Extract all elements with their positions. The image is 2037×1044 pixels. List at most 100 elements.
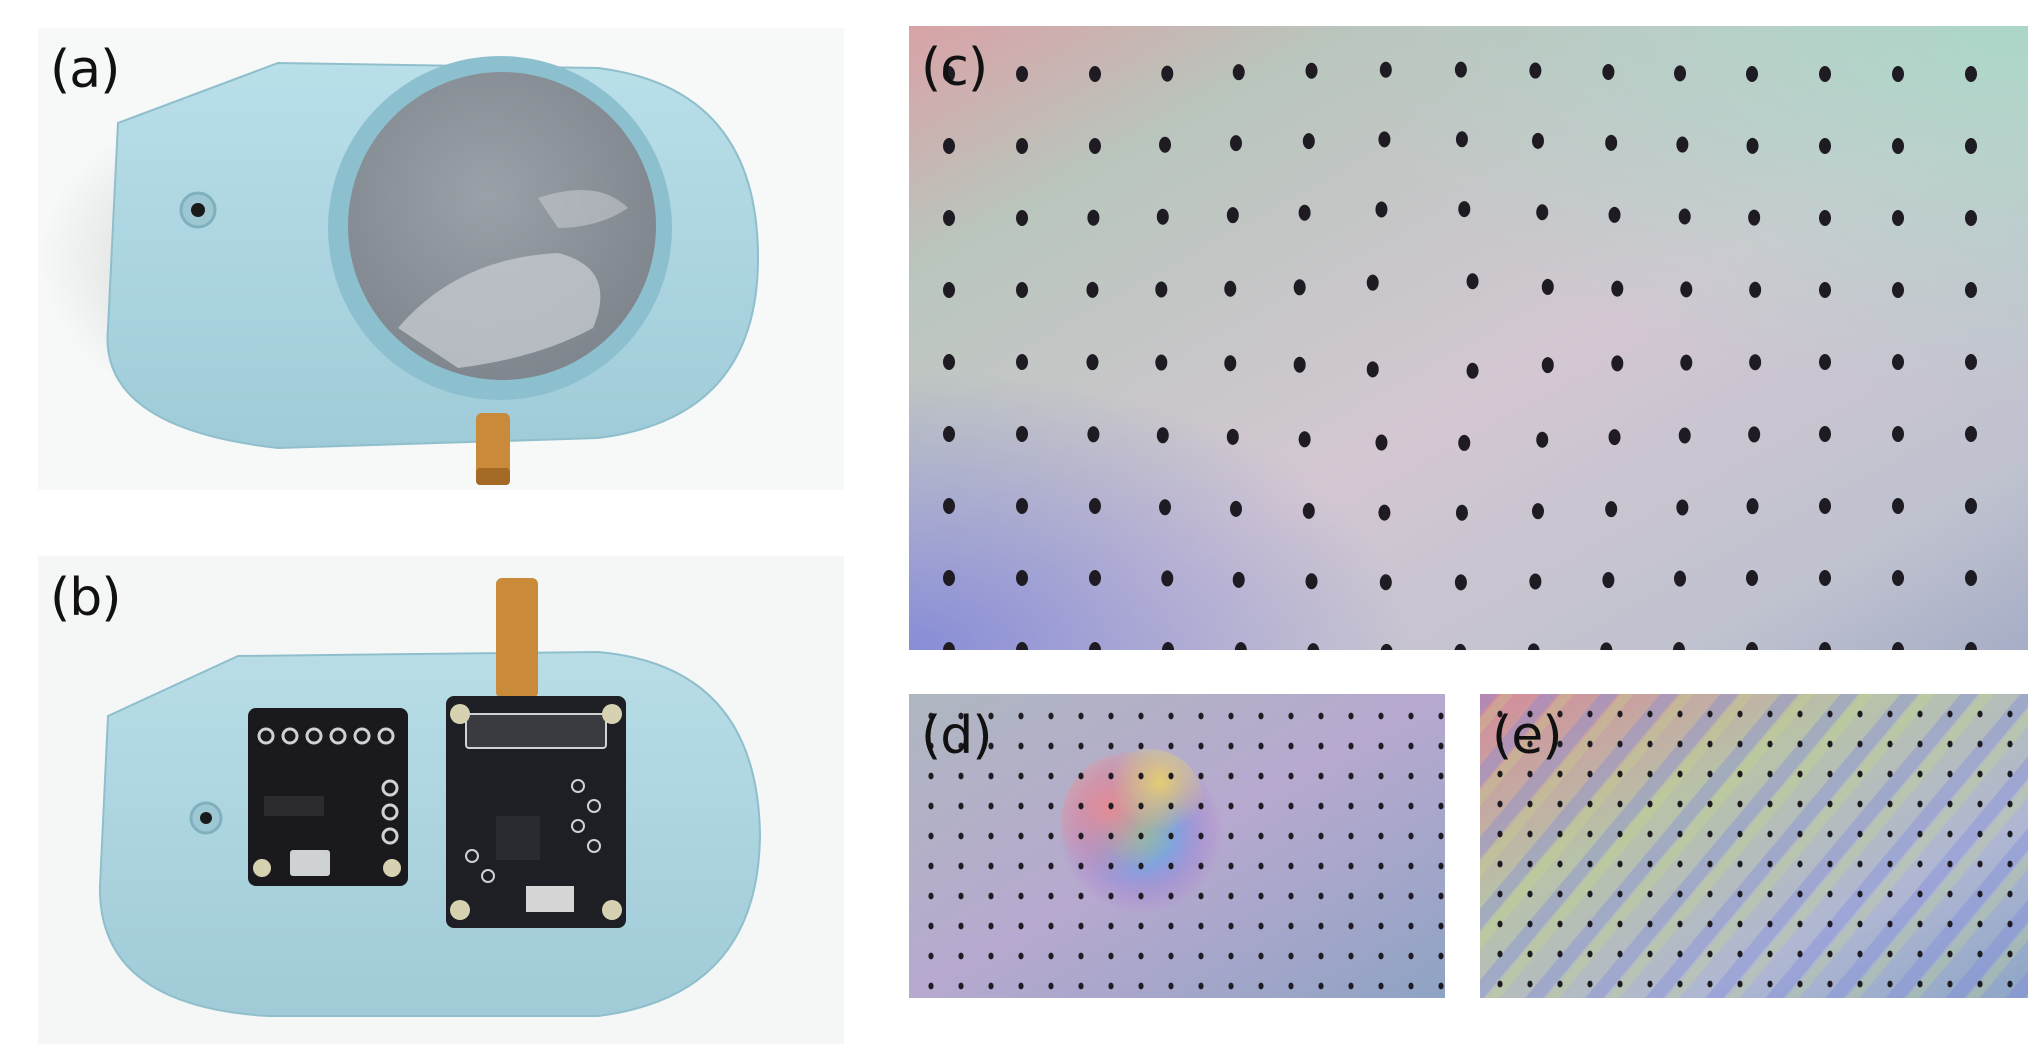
marker-dot bbox=[2007, 740, 2013, 748]
marker-dot bbox=[1797, 950, 1803, 958]
marker-dot bbox=[1977, 800, 1983, 808]
marker-dot bbox=[1767, 860, 1773, 868]
marker-dot bbox=[1348, 982, 1354, 990]
marker-dot bbox=[1138, 802, 1144, 810]
marker-dot bbox=[1746, 137, 1759, 154]
marker-dot bbox=[1438, 772, 1444, 780]
marker-dot bbox=[988, 892, 994, 900]
marker-dot bbox=[1677, 860, 1683, 868]
marker-dot bbox=[1587, 980, 1593, 988]
marker-dot bbox=[1977, 980, 1983, 988]
marker-dot bbox=[1887, 860, 1893, 868]
marker-dot bbox=[928, 742, 934, 750]
marker-dot bbox=[1108, 802, 1114, 810]
marker-dot bbox=[1497, 740, 1503, 748]
marker-dot bbox=[1288, 892, 1294, 900]
marker-dot bbox=[1767, 710, 1773, 718]
marker-dot bbox=[1977, 710, 1983, 718]
marker-dot bbox=[1797, 860, 1803, 868]
marker-dot bbox=[1827, 710, 1833, 718]
marker-dot bbox=[1587, 740, 1593, 748]
marker-dot bbox=[1378, 802, 1384, 810]
marker-dot bbox=[1408, 712, 1414, 720]
marker-dot bbox=[1348, 892, 1354, 900]
marker-dot bbox=[1378, 504, 1391, 521]
marker-dot bbox=[1857, 950, 1863, 958]
marker-dot bbox=[1018, 832, 1024, 840]
marker-dot bbox=[1348, 862, 1354, 870]
marker-dot bbox=[1228, 802, 1234, 810]
marker-dot bbox=[1228, 952, 1234, 960]
marker-dot bbox=[1458, 434, 1471, 451]
marker-dot bbox=[1892, 642, 1904, 650]
marker-dot bbox=[1198, 982, 1204, 990]
marker-dot bbox=[1305, 573, 1318, 590]
marker-dot bbox=[1408, 952, 1414, 960]
marker-dot bbox=[1587, 710, 1593, 718]
marker-dot bbox=[1318, 952, 1324, 960]
marker-dot bbox=[1827, 950, 1833, 958]
marker-dot bbox=[1617, 950, 1623, 958]
marker-dot bbox=[1647, 710, 1653, 718]
marker-dot bbox=[1819, 66, 1831, 82]
marker-dot bbox=[1156, 208, 1169, 225]
marker-dot bbox=[1917, 770, 1923, 778]
marker-dot bbox=[1318, 772, 1324, 780]
marker-dot bbox=[1797, 980, 1803, 988]
marker-dot bbox=[1977, 830, 1983, 838]
panel-a-device-top-photo: (a) bbox=[38, 28, 844, 490]
marker-dot bbox=[1677, 980, 1683, 988]
marker-dot bbox=[1198, 862, 1204, 870]
marker-dot bbox=[1617, 890, 1623, 898]
marker-dot bbox=[1857, 740, 1863, 748]
dot-grid-stripes bbox=[1480, 694, 2028, 998]
marker-dot bbox=[1155, 354, 1168, 371]
marker-dot bbox=[943, 282, 955, 298]
marker-dot bbox=[2007, 920, 2013, 928]
marker-dot bbox=[1078, 742, 1084, 750]
marker-dot bbox=[928, 952, 934, 960]
marker-dot bbox=[1746, 498, 1759, 515]
marker-dot bbox=[1455, 504, 1468, 521]
marker-dot bbox=[1647, 950, 1653, 958]
marker-dot bbox=[1086, 354, 1099, 371]
marker-dot bbox=[1819, 138, 1831, 154]
dot-grid-large bbox=[909, 26, 2028, 650]
marker-dot bbox=[1048, 832, 1054, 840]
marker-dot bbox=[1617, 860, 1623, 868]
marker-dot bbox=[943, 570, 955, 586]
marker-dot bbox=[1168, 802, 1174, 810]
marker-dot bbox=[1228, 832, 1234, 840]
marker-dot bbox=[1531, 503, 1544, 520]
marker-dot bbox=[1298, 431, 1311, 448]
marker-dot bbox=[1527, 830, 1533, 838]
marker-dot bbox=[1892, 426, 1904, 442]
marker-dot bbox=[1892, 138, 1904, 154]
marker-dot bbox=[1892, 210, 1904, 226]
marker-dot bbox=[1677, 800, 1683, 808]
marker-dot bbox=[1892, 570, 1904, 586]
marker-dot bbox=[1089, 66, 1101, 82]
marker-dot bbox=[1557, 830, 1563, 838]
marker-dot bbox=[1088, 498, 1101, 515]
marker-dot bbox=[1018, 862, 1024, 870]
marker-dot bbox=[1541, 357, 1554, 374]
marker-dot bbox=[1965, 138, 1977, 154]
marker-dot bbox=[1892, 66, 1904, 82]
marker-dot bbox=[1086, 281, 1099, 298]
marker-dot bbox=[1228, 742, 1234, 750]
marker-dot bbox=[1827, 890, 1833, 898]
marker-dot bbox=[1466, 273, 1479, 290]
marker-dot bbox=[1497, 800, 1503, 808]
marker-dot bbox=[1600, 642, 1613, 650]
housing-shape-back bbox=[98, 650, 762, 1017]
marker-dot bbox=[1497, 890, 1503, 898]
marker-dot bbox=[1767, 800, 1773, 808]
marker-dot bbox=[1016, 498, 1028, 514]
marker-dot bbox=[1048, 892, 1054, 900]
marker-dot bbox=[1302, 133, 1315, 150]
marker-dot bbox=[1108, 832, 1114, 840]
marker-dot bbox=[1707, 860, 1713, 868]
marker-dot bbox=[1965, 570, 1977, 586]
marker-dot bbox=[988, 952, 994, 960]
